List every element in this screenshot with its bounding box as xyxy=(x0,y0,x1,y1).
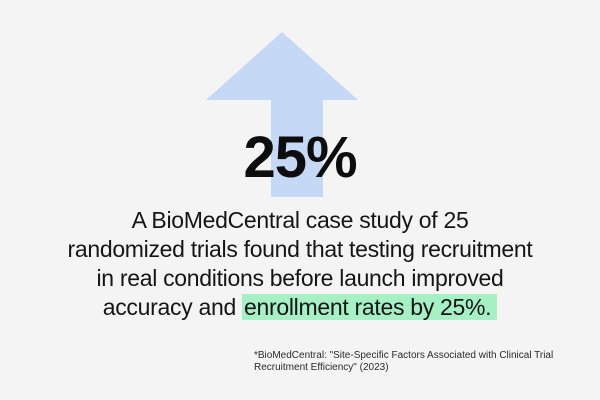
description-line: in real conditions before launch improve… xyxy=(96,265,504,291)
arrow-up-icon xyxy=(206,32,358,197)
description-line: accuracy and enrollment rates by 25%. xyxy=(60,293,540,322)
description-line: A BioMedCentral case study of 25 xyxy=(131,207,469,233)
footnote-line: Recruitment Efficiency" (2023) xyxy=(254,362,389,373)
headline-stat: 25% xyxy=(243,125,357,190)
stat-description: A BioMedCentral case study of 25 randomi… xyxy=(60,206,540,322)
source-footnote: *BioMedCentral: "Site-Specific Factors A… xyxy=(254,350,584,374)
footnote-line: *BioMedCentral: "Site-Specific Factors A… xyxy=(254,350,554,361)
description-line: randomized trials found that testing rec… xyxy=(67,236,533,262)
description-text: accuracy and xyxy=(102,294,243,320)
highlighted-text: enrollment rates by 25%. xyxy=(242,294,498,320)
